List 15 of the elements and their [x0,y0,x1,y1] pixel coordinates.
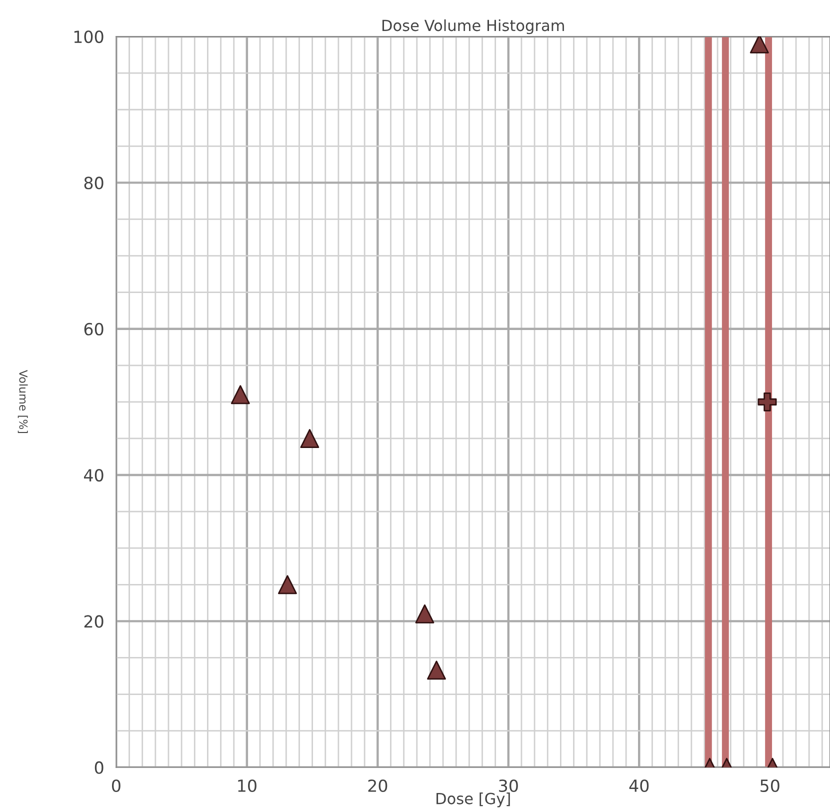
x-tick-label: 40 [629,779,649,792]
y-tick-label: 80 [84,176,104,190]
x-tick-label: 0 [112,779,120,792]
x-axis-title: Dose [Gy] [436,792,510,808]
y-tick-label: 100 [74,30,104,44]
x-tick-label: 20 [368,779,388,792]
chart-title: Dose Volume Histogram [382,19,564,34]
y-tick-label: 0 [94,761,104,774]
x-tick-label: 10 [238,779,256,792]
x-tick-label: 50 [760,779,780,792]
y-tick-label: 40 [84,468,104,482]
y-axis-title: Volume [%] [18,370,28,434]
y-tick-label: 60 [84,322,104,336]
x-tick-label: 30 [499,779,518,792]
y-tick-label: 20 [84,615,104,628]
